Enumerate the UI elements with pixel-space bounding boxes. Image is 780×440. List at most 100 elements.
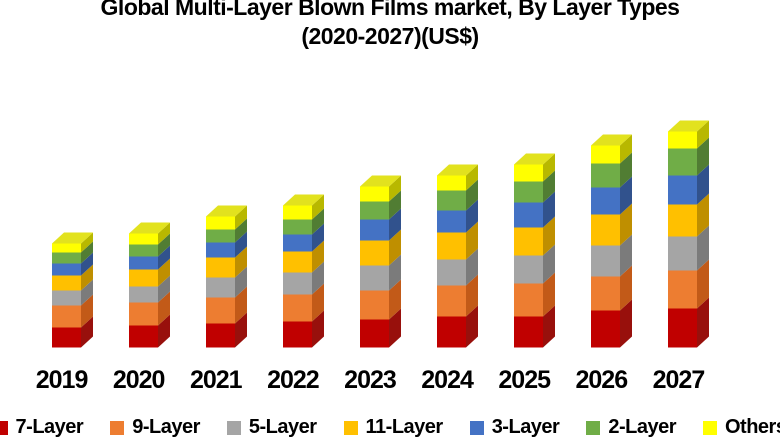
bar-segment-5-Layer-2019 [52, 290, 81, 306]
bar-segment-side-3-Layer-2025 [543, 191, 555, 228]
x-axis-label-2019: 2019 [35, 366, 89, 394]
bar-segment-2-Layer-2023 [360, 201, 389, 220]
bar-segment-2-Layer-2025 [514, 181, 543, 203]
x-axis-labels: 2019 2020 2021 2022 2023 2024 2025 2026 … [23, 366, 717, 395]
bar-top-face-2024 [437, 164, 478, 176]
bar-segment-3-Layer-2022 [283, 234, 312, 252]
bar-segment-7-Layer-2023 [360, 319, 389, 348]
bar-segment-side-9-Layer-2021 [235, 286, 247, 324]
bar-segment-2-Layer-2022 [283, 219, 312, 235]
bar-segment-side-2-Layer-2027 [697, 137, 709, 176]
legend-item-11-layer: 11-Layer [343, 416, 444, 439]
bar-segment-side-9-Layer-2027 [697, 259, 709, 309]
bar-segment-side-5-Layer-2019 [81, 279, 93, 306]
bar-segment-side-9-Layer-2026 [620, 265, 632, 311]
bar-segment-3-Layer-2025 [514, 202, 543, 228]
bar-segment-5-Layer-2020 [129, 286, 158, 303]
bar-segment-side-2-Layer-2024 [466, 179, 478, 211]
bar-segment-side-3-Layer-2023 [389, 208, 401, 241]
bar-segment-side-3-Layer-2021 [235, 231, 247, 258]
legend-item-7-layer: 7-Layer [0, 416, 84, 439]
bar-segment-side-11-Layer-2027 [697, 193, 709, 237]
bar-top-face-2022 [283, 194, 324, 206]
bar-segment-side-Others-2020 [158, 222, 170, 245]
bar-segment-9-Layer-2024 [437, 285, 466, 317]
bar-top-face-2023 [360, 175, 401, 187]
bar-segment-2-Layer-2027 [668, 148, 697, 176]
bar-segment-2-Layer-2019 [52, 252, 81, 264]
legend-swatch-3-layer [469, 420, 484, 435]
bar-segment-3-Layer-2026 [591, 187, 620, 215]
bar-segment-9-Layer-2019 [52, 305, 81, 328]
chart-title-line1: Global Multi-Layer Blown Films market, B… [100, 0, 680, 20]
bar-segment-side-Others-2022 [312, 194, 324, 220]
bar-segment-side-3-Layer-2020 [158, 245, 170, 270]
bar-segment-Others-2026 [591, 145, 620, 164]
bar-segment-side-9-Layer-2023 [389, 279, 401, 320]
bar-segment-side-2-Layer-2025 [543, 170, 555, 203]
bar-segment-side-5-Layer-2027 [697, 225, 709, 271]
legend-item-2-layer: 2-Layer [586, 416, 676, 439]
bar-segment-side-3-Layer-2026 [620, 176, 632, 215]
x-axis-label-2025: 2025 [498, 366, 551, 394]
x-axis-label-2024: 2024 [421, 366, 474, 394]
bar-segment-9-Layer-2021 [206, 297, 235, 324]
legend-item-others: Others [703, 416, 780, 439]
x-axis-label-2020: 2020 [112, 366, 166, 394]
x-axis-label-2022: 2022 [267, 366, 320, 394]
bar-segment-side-11-Layer-2026 [620, 203, 632, 246]
bar-top-face-2020 [129, 222, 170, 234]
bar-segment-side-7-Layer-2026 [620, 299, 632, 348]
bar-segment-side-5-Layer-2025 [543, 244, 555, 284]
legend-label-3-layer: 3-Layer [491, 416, 560, 438]
bar-segment-side-2-Layer-2022 [312, 208, 324, 235]
bar-segment-side-Others-2024 [466, 164, 478, 191]
bar-segment-side-9-Layer-2025 [543, 272, 555, 317]
legend-swatch-others [703, 420, 717, 435]
bar-segment-side-Others-2026 [620, 134, 632, 164]
bar-segment-7-Layer-2026 [591, 310, 620, 348]
bar-segment-side-11-Layer-2020 [158, 258, 170, 287]
bar-segment-side-11-Layer-2023 [389, 229, 401, 266]
bar-segment-side-5-Layer-2021 [235, 266, 247, 298]
bar-segment-3-Layer-2024 [437, 210, 466, 233]
bar-segment-side-11-Layer-2025 [543, 216, 555, 256]
bar-segment-9-Layer-2022 [283, 294, 312, 322]
bar-segment-2-Layer-2024 [437, 190, 466, 211]
bar-segment-11-Layer-2021 [206, 257, 235, 278]
bar-top-face-2027 [668, 120, 709, 132]
bar-segment-2-Layer-2021 [206, 229, 235, 243]
bar-segment-side-Others-2023 [389, 175, 401, 202]
bar-segment-Others-2025 [514, 164, 543, 182]
bar-segment-11-Layer-2020 [129, 269, 158, 287]
x-axis-label-2023: 2023 [344, 366, 397, 394]
bar-segment-side-2-Layer-2023 [389, 190, 401, 220]
bar-segment-side-7-Layer-2019 [81, 316, 93, 348]
bar-segment-9-Layer-2020 [129, 302, 158, 326]
legend-label-7-layer: 7-Layer [15, 416, 84, 438]
bar-segment-side-9-Layer-2024 [466, 274, 478, 317]
bar-segment-3-Layer-2020 [129, 256, 158, 270]
bar-segment-side-7-Layer-2027 [697, 297, 709, 348]
legend-label-11-layer: 11-Layer [365, 416, 444, 438]
bar-segment-7-Layer-2027 [668, 308, 697, 348]
bar-segment-side-2-Layer-2021 [235, 218, 247, 243]
bar-segment-11-Layer-2024 [437, 232, 466, 260]
bar-segment-side-5-Layer-2023 [389, 254, 401, 291]
bar-segment-side-Others-2025 [543, 153, 555, 182]
x-axis-label-2026: 2026 [575, 366, 629, 394]
bar-top-face-2025 [514, 153, 555, 165]
bar-segment-9-Layer-2025 [514, 283, 543, 317]
chart-title: Global Multi-Layer Blown Films market, B… [0, 0, 780, 51]
bar-segment-11-Layer-2022 [283, 251, 312, 273]
bar-segment-7-Layer-2020 [129, 325, 158, 348]
bar-segment-5-Layer-2025 [514, 255, 543, 284]
legend-item-9-layer: 9-Layer [110, 416, 200, 439]
bar-segment-side-3-Layer-2022 [312, 223, 324, 252]
bar-segment-side-Others-2021 [235, 205, 247, 230]
bar-segment-11-Layer-2019 [52, 275, 81, 291]
bar-segment-3-Layer-2019 [52, 263, 81, 276]
bar-segment-5-Layer-2026 [591, 245, 620, 277]
bar-segment-9-Layer-2026 [591, 276, 620, 311]
